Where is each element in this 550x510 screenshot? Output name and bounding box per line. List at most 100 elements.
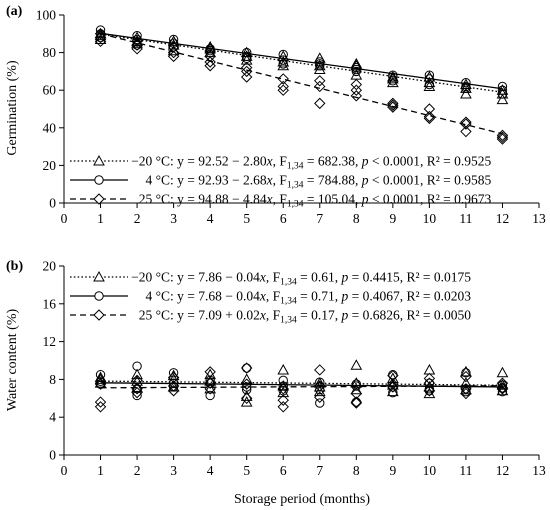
series-2-point <box>278 49 288 60</box>
series-1-point <box>423 80 436 91</box>
y-tick-label: 80 <box>43 45 57 60</box>
legend-1-marker <box>93 270 105 282</box>
series-2-point <box>278 59 288 69</box>
series-3-point <box>496 133 509 145</box>
series-3-point <box>131 35 143 48</box>
legend-1-label: −20 °C <box>131 154 170 169</box>
x-tick-label: 0 <box>61 211 68 226</box>
x-tick-label: 1 <box>97 211 104 226</box>
series-3-point <box>423 385 436 397</box>
series-3-point <box>496 383 509 395</box>
series-3-point <box>387 101 399 113</box>
series-2-point <box>388 72 398 82</box>
series-1-point <box>277 50 290 61</box>
y-tick-label: 8 <box>49 372 56 387</box>
series-3-point <box>314 75 326 87</box>
x-tick-label: 4 <box>207 211 214 226</box>
series-2-point <box>95 379 106 389</box>
series-1-point <box>94 373 107 384</box>
series-3-point <box>94 401 107 413</box>
series-2-point <box>132 40 142 50</box>
series-3-point <box>277 80 289 93</box>
x-tick-label: 12 <box>496 463 510 478</box>
legend-2-equation: : y = 7.68 − 0.04x, F1,34 = 0.71, p = 0.… <box>170 289 471 307</box>
x-tick-label: 1 <box>97 463 104 478</box>
legend-2-equation: : y = 92.93 − 2.68x, F1,34 = 784.88, p <… <box>170 173 492 191</box>
series-2-point <box>424 74 435 84</box>
series-2-point <box>132 390 142 401</box>
series-3-point <box>387 378 399 390</box>
panel-b-y-axis-title: Water content (%) <box>5 309 20 412</box>
x-tick-label: 3 <box>170 463 177 478</box>
series-3-point <box>94 35 107 48</box>
series-2-point <box>205 390 215 401</box>
series-3-point <box>131 386 143 399</box>
series-2-point <box>315 398 325 408</box>
y-tick-label: 0 <box>49 196 56 211</box>
series-3-point <box>496 382 509 394</box>
series-3-point <box>387 99 399 111</box>
series-3-point <box>350 84 363 96</box>
series-2-point <box>497 89 508 99</box>
series-3-point <box>167 46 180 59</box>
series-2-point <box>461 384 471 394</box>
series-3-point <box>167 50 180 63</box>
x-tick-label: 2 <box>134 463 141 478</box>
series-1-point <box>496 366 509 378</box>
x-tick-label: 11 <box>459 211 472 226</box>
series-3-point <box>350 387 363 400</box>
series-2-point <box>168 368 179 378</box>
panel-a-y-axis-title: Germination (%) <box>5 60 20 156</box>
series-3-point <box>131 43 143 55</box>
x-tick-label: 5 <box>243 211 250 226</box>
x-tick-label: 11 <box>459 463 472 478</box>
series-3-point <box>240 392 253 405</box>
x-tick-label: 10 <box>423 463 437 478</box>
x-tick-label: 0 <box>61 463 68 478</box>
series-1-point <box>460 365 472 377</box>
legend-2-label: 4 °C <box>145 173 170 188</box>
series-3-point <box>277 73 289 85</box>
series-3-fit-line <box>100 385 503 389</box>
series-3-point <box>131 383 143 395</box>
x-tick-label: 4 <box>207 463 214 478</box>
series-2-point <box>388 76 398 86</box>
series-3-point <box>94 28 107 40</box>
y-tick-label: 4 <box>49 410 56 425</box>
series-1-point <box>204 382 217 394</box>
legend-3-marker <box>93 193 105 205</box>
x-tick-label: 6 <box>280 463 287 478</box>
series-1-point <box>423 363 436 375</box>
legend-1-equation: : y = 92.52 − 2.80x, F1,34 = 682.38, p <… <box>170 154 492 172</box>
x-tick-label: 13 <box>532 211 546 226</box>
series-1-point <box>94 371 107 383</box>
series-2-point <box>168 34 179 45</box>
series-1-point <box>277 59 290 71</box>
series-2-point <box>132 361 142 371</box>
x-tick-label: 2 <box>134 211 141 226</box>
series-3-point <box>350 78 363 91</box>
legend-3-equation: : y = 7.09 + 0.02x, F1,34 = 0.17, p = 0.… <box>170 308 471 326</box>
series-2-point <box>315 385 325 395</box>
x-tick-label: 6 <box>280 211 287 226</box>
series-2-point <box>315 377 325 387</box>
series-3-point <box>240 378 253 390</box>
series-3-point <box>277 401 289 413</box>
x-tick-label: 10 <box>423 211 437 226</box>
series-3-point <box>460 125 472 138</box>
series-2-point <box>424 70 435 80</box>
series-1-point <box>167 35 180 46</box>
series-2-point <box>278 55 288 65</box>
series-3-point <box>350 396 363 408</box>
series-2-point <box>497 81 508 92</box>
series-3-point <box>204 56 216 68</box>
x-tick-label: 5 <box>243 463 250 478</box>
series-1-point <box>496 93 509 105</box>
series-3-point <box>131 374 143 387</box>
series-1-point <box>131 31 143 43</box>
series-2-point <box>315 59 325 69</box>
legend-3-equation: : y = 94.88 − 4.84x, F1,34 = 105.04, p <… <box>170 192 492 210</box>
